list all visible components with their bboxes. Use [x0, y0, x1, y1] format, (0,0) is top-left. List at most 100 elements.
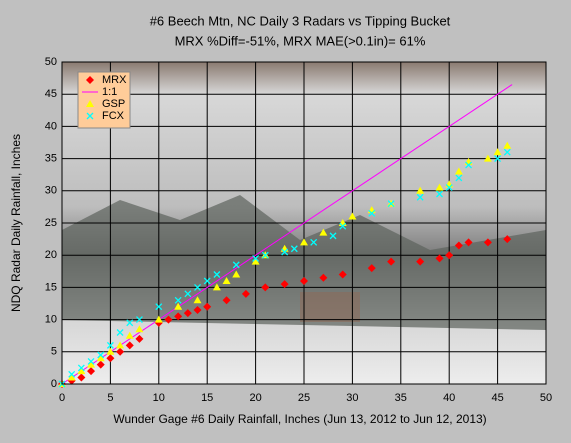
- y-tick-label: 0: [51, 378, 57, 390]
- point: [87, 367, 96, 376]
- point: [183, 309, 192, 318]
- point: [435, 183, 444, 191]
- point: [212, 283, 221, 291]
- y-tick-label: 45: [45, 88, 57, 100]
- line: [61, 84, 513, 385]
- point: [310, 238, 318, 246]
- point: [367, 264, 376, 273]
- point: [465, 161, 473, 169]
- marks: [58, 84, 513, 388]
- point: [261, 251, 269, 259]
- point: [184, 290, 192, 298]
- point: [77, 373, 86, 382]
- y-axis-label: NDQ Radar Daily Rainfall, Inches: [9, 134, 23, 312]
- point: [329, 232, 337, 240]
- point: [193, 296, 202, 304]
- y-tick-label: 25: [45, 217, 57, 229]
- x-tick-label: 35: [395, 392, 407, 404]
- point: [252, 254, 260, 262]
- point: [125, 331, 134, 339]
- point: [494, 155, 502, 163]
- point: [232, 270, 241, 278]
- legend-label: FCX: [102, 110, 125, 122]
- point: [251, 257, 260, 265]
- point: [194, 283, 201, 291]
- point: [203, 302, 212, 311]
- point: [454, 167, 463, 175]
- point: [445, 184, 453, 192]
- point: [387, 200, 395, 208]
- y-tick-label: 20: [45, 249, 57, 261]
- y-tick-label: 30: [45, 185, 57, 197]
- point: [222, 296, 231, 305]
- point: [96, 354, 105, 362]
- x-tick-label: 40: [443, 392, 455, 404]
- point: [164, 315, 173, 324]
- point: [222, 276, 231, 284]
- point: [281, 248, 289, 256]
- y-tick-label: 15: [45, 281, 57, 293]
- chart-title: #6 Beech Mtn, NC Daily 3 Radars vs Tippi…: [150, 13, 451, 28]
- point: [126, 319, 134, 327]
- point: [203, 277, 211, 285]
- plot-border: [61, 61, 547, 385]
- chart-subtitle: MRX %Diff=-51%, MRX MAE(>0.1in)= 61%: [175, 33, 426, 48]
- point: [87, 358, 95, 365]
- point: [416, 186, 425, 194]
- x-tick-label: 0: [59, 392, 65, 404]
- x-tick-label: 30: [346, 392, 358, 404]
- y-tick-label: 35: [45, 153, 57, 165]
- point: [174, 312, 183, 321]
- point: [86, 100, 94, 107]
- point: [106, 347, 115, 355]
- y-tick-label: 50: [45, 56, 57, 68]
- x-tick-label: 25: [298, 392, 310, 404]
- point: [445, 251, 454, 260]
- x-tick-label: 45: [491, 392, 503, 404]
- point: [193, 305, 202, 314]
- point: [338, 270, 347, 279]
- x-tick-label: 5: [107, 392, 113, 404]
- point: [435, 254, 444, 263]
- point: [483, 154, 492, 162]
- point: [96, 360, 105, 369]
- point: [464, 238, 473, 247]
- point: [77, 364, 85, 372]
- point: [300, 238, 308, 246]
- point: [68, 370, 76, 378]
- point: [155, 303, 163, 311]
- point: [339, 222, 347, 230]
- point: [290, 245, 298, 253]
- point: [300, 276, 308, 285]
- point: [135, 334, 144, 343]
- point: [174, 296, 182, 304]
- point: [319, 273, 328, 282]
- point: [135, 316, 143, 324]
- point: [86, 112, 94, 120]
- x-axis-label: Wunder Gage #6 Daily Rainfall, Inches (J…: [113, 412, 486, 426]
- point: [416, 193, 424, 201]
- point: [116, 347, 125, 356]
- point: [483, 238, 492, 247]
- x-tick-label: 10: [153, 392, 165, 404]
- x-tick-label: 20: [249, 392, 261, 404]
- point: [436, 190, 443, 198]
- point: [455, 174, 463, 182]
- point: [416, 257, 425, 266]
- point: [116, 329, 124, 336]
- legend-label: MRX: [102, 74, 127, 86]
- point: [503, 148, 511, 156]
- x-tick-label: 15: [201, 392, 213, 404]
- point: [387, 257, 396, 266]
- point: [503, 141, 512, 149]
- point: [493, 148, 502, 156]
- point: [213, 271, 221, 278]
- point: [97, 351, 105, 359]
- point: [348, 212, 357, 220]
- point: [503, 235, 512, 244]
- point: [135, 325, 144, 333]
- y-tick-label: 5: [51, 346, 57, 358]
